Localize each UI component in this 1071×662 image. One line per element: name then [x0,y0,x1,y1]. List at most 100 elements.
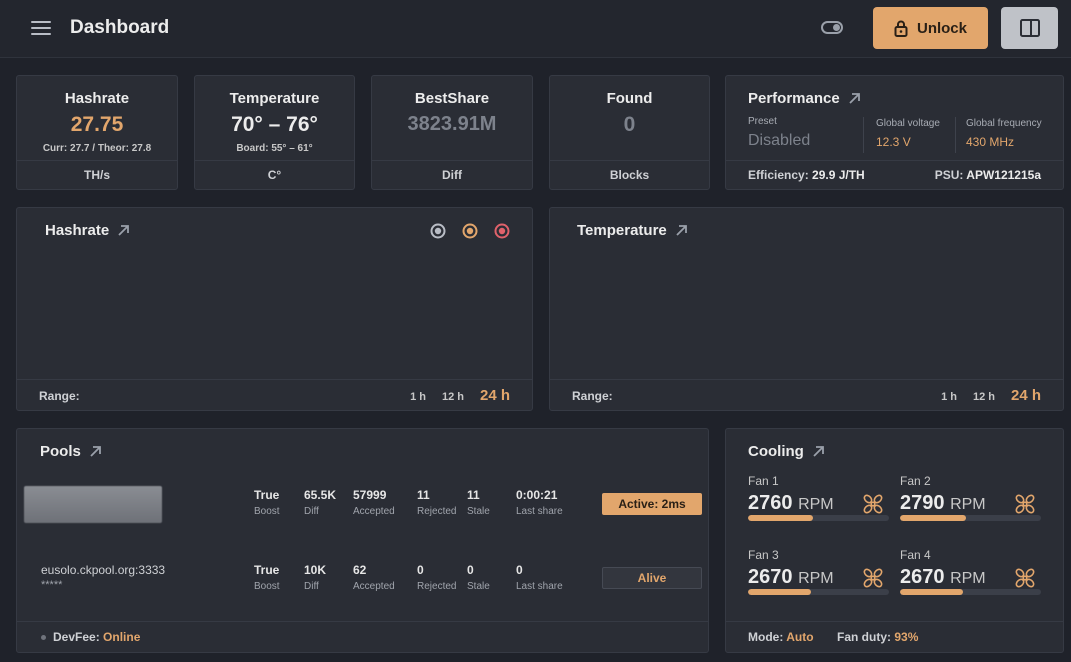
value: 57999 [353,488,387,502]
value: True [254,563,280,577]
mode-label: Mode: [748,630,784,644]
label: Diff [304,581,319,592]
range-label: Range: [572,389,613,403]
pool-status-badge: Alive [602,567,702,589]
pools-title-link[interactable]: Pools [40,443,102,460]
range-option[interactable]: 24 h [1010,387,1041,404]
range-bar: Range: 1 h 12 h 24 h [17,379,532,410]
divider [955,117,956,153]
found-stat-card: Found 0 Blocks [549,75,710,190]
pool-last-share: 0:00:21 Last share [516,488,563,517]
pool-rejected: 11 Rejected [417,488,456,517]
range-option[interactable]: 12 h [972,391,995,403]
stat-title: Hashrate [64,90,130,107]
legend-toggle-icon[interactable] [494,223,510,239]
pool-boost: True Boost [254,488,280,517]
card-title: Performance [748,90,840,107]
toggle-icon[interactable] [821,21,843,34]
frequency-block: Global frequency 430 MHz [966,118,1042,149]
fan-1: Fan 1 2760 RPM [748,474,889,534]
temperature-chart-card: Temperature Range: 1 h 12 h 24 h [549,207,1064,411]
stat-unit: C° [195,160,354,189]
fan-speed-bar [748,515,889,521]
cooling-title-link[interactable]: Cooling [748,443,825,460]
unlock-label: Unlock [916,19,967,37]
voltage-label: Global voltage [876,118,940,129]
value: 0 [516,563,523,577]
fan-icon [863,568,883,588]
fan-mode: Mode: Auto [748,622,814,652]
fan-rpm-value: 2670 [900,566,945,588]
fan-rpm-unit: RPM [950,496,986,513]
fan-rpm-unit: RPM [950,570,986,587]
bestshare-stat-card: BestShare 3823.91M Diff [371,75,533,190]
range-option[interactable]: 12 h [441,391,464,403]
fan-rpm: 2760 RPM [748,492,889,515]
duty-label: Fan duty: [837,630,891,644]
stat-title: Temperature [229,90,320,107]
voltage-block: Global voltage 12.3 V [876,118,940,149]
psu-value: APW121215a [966,168,1041,182]
pools-footer: DevFee: Online [17,621,708,652]
stat-subtitle: Curr: 27.7 / Theor: 27.8 [42,143,152,154]
stat-value: 70° – 76° [231,113,318,136]
hashrate-chart-title-link[interactable]: Hashrate [45,222,130,239]
range-option[interactable]: 1 h [941,391,957,403]
range-option[interactable]: 1 h [410,391,426,403]
range-label: Range: [39,389,80,403]
sidebar-panel-button[interactable] [1001,7,1058,49]
menu-icon[interactable] [31,21,51,35]
performance-card: Performance Preset Disabled Global volta… [725,75,1064,190]
range-options: 1 h 12 h 24 h [410,387,510,404]
status-dot-icon [41,635,46,640]
stat-value: 27.75 [70,113,124,136]
pool-accepted: 57999 Accepted [353,488,395,517]
lock-icon [894,20,908,37]
devfee-value: Online [103,630,141,644]
preset-value[interactable]: Disabled [748,132,811,149]
efficiency: Efficiency: 29.9 J/TH [748,161,865,189]
pools-card: Pools True Boost 65.5K Diff 57999 Accepted … [16,428,709,653]
sidebar-panel-icon [1019,19,1040,37]
stat-value: 3823.91M [407,113,497,135]
fan-icon [863,494,883,514]
range-options: 1 h 12 h 24 h [941,387,1041,404]
legend-toggle-icon[interactable] [462,223,478,239]
performance-title-link[interactable]: Performance [748,90,861,107]
efficiency-label: Efficiency: [748,168,809,182]
label: Stale [467,506,490,517]
fan-speed-bar [748,589,889,595]
hashrate-chart-card: Hashrate Range: 1 h 12 h 24 h [16,207,533,411]
performance-footer: Efficiency: 29.9 J/TH PSU: APW121215a [726,160,1063,189]
devfee-label: DevFee: [53,630,100,644]
pool-stale: 11 Stale [467,488,490,517]
cooling-footer: Mode: Auto Fan duty: 93% [726,621,1063,652]
cooling-card: Cooling Fan 1 2760 RPM Fan 2 2790 RPM Fan 3 2… [725,428,1064,653]
fan-speed-fill [748,589,812,595]
temperature-stat-card: Temperature 70° – 76° Board: 55° – 61° C… [194,75,355,190]
value: 11 [417,488,430,502]
unlock-button[interactable]: Unlock [873,7,988,49]
fan-name: Fan 4 [900,548,931,562]
arrow-up-right-icon [849,93,860,104]
stat-title: Found [606,90,653,107]
label: Boost [254,506,280,517]
legend-toggle-icon[interactable] [430,223,446,239]
range-option[interactable]: 24 h [479,387,510,404]
fan-rpm: 2670 RPM [748,566,889,589]
fan-rpm-value: 2760 [748,492,793,514]
arrow-up-right-icon [90,446,101,457]
pool-rejected: 0 Rejected [417,563,456,592]
pool-url: eusolo.ckpool.org:3333 [41,563,166,577]
fan-4: Fan 4 2670 RPM [900,548,1041,608]
fan-name: Fan 3 [748,548,779,562]
fan-rpm: 2790 RPM [900,492,1041,515]
label: Boost [254,581,280,592]
fan-2: Fan 2 2790 RPM [900,474,1041,534]
fan-icon [1015,568,1035,588]
card-title: Temperature [577,222,667,239]
redacted-pool-url [24,486,162,523]
temperature-chart-title-link[interactable]: Temperature [577,222,688,239]
stat-unit: Diff [372,160,532,189]
card-title: Hashrate [45,222,110,239]
